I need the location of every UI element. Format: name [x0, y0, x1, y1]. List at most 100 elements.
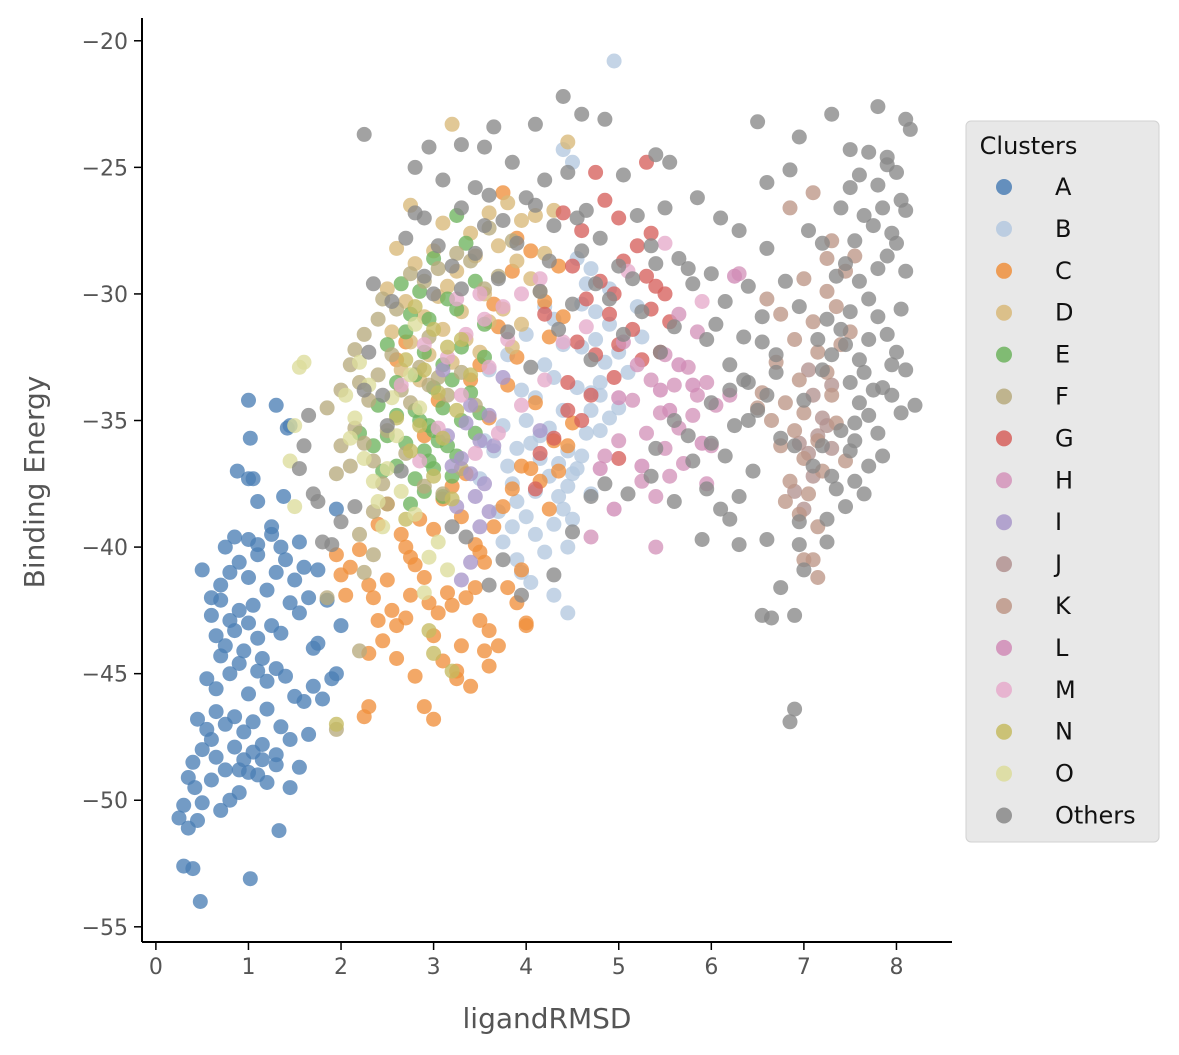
data-point	[444, 519, 460, 535]
legend-item: H	[996, 466, 1073, 494]
data-point	[722, 511, 738, 527]
data-point	[435, 362, 451, 378]
legend-item: N	[996, 718, 1073, 746]
data-point	[833, 321, 849, 337]
x-tick-label: 1	[241, 955, 255, 980]
x-tick-label: 0	[149, 955, 163, 980]
data-point	[828, 299, 844, 315]
legend-marker	[996, 262, 1012, 279]
data-point	[301, 726, 317, 742]
data-point	[486, 438, 502, 454]
data-point	[315, 691, 330, 707]
data-point	[796, 271, 812, 287]
data-point	[796, 405, 812, 421]
data-point	[514, 397, 529, 413]
series-o	[282, 316, 455, 601]
data-point	[787, 701, 803, 717]
data-point	[227, 709, 243, 725]
data-point	[296, 438, 312, 454]
data-point	[222, 666, 238, 682]
data-point	[578, 291, 594, 307]
data-point	[777, 395, 793, 411]
data-point	[430, 534, 446, 550]
data-point	[523, 243, 539, 259]
data-point	[370, 311, 386, 327]
data-point	[768, 364, 784, 380]
data-point	[291, 605, 307, 621]
data-point	[500, 458, 516, 474]
data-point	[884, 357, 900, 373]
data-point	[296, 354, 312, 370]
data-point	[588, 304, 604, 320]
data-point	[407, 159, 423, 175]
x-axis-label: ligandRMSD	[463, 1002, 632, 1035]
data-point	[328, 501, 344, 517]
data-point	[393, 526, 409, 542]
data-point	[185, 754, 201, 770]
data-point	[208, 628, 224, 644]
data-point	[227, 623, 243, 639]
data-point	[865, 218, 881, 234]
data-point	[259, 582, 275, 598]
data-point	[356, 451, 372, 466]
data-point	[365, 473, 381, 489]
data-point	[801, 362, 816, 378]
data-point	[264, 519, 280, 535]
data-point	[241, 615, 256, 631]
data-point	[759, 175, 775, 190]
data-point	[416, 570, 432, 585]
legend-item: F	[996, 383, 1069, 411]
data-point	[213, 802, 229, 818]
data-point	[523, 575, 539, 590]
data-point	[537, 172, 553, 188]
y-tick-label: −55	[82, 916, 128, 941]
data-point	[791, 129, 807, 145]
data-point	[278, 668, 293, 684]
data-point	[398, 352, 414, 368]
data-point	[574, 243, 590, 259]
data-point	[187, 780, 203, 796]
data-point	[245, 714, 261, 730]
data-point	[851, 273, 867, 289]
data-point	[495, 534, 511, 550]
data-point	[801, 223, 816, 239]
data-point	[440, 585, 455, 601]
data-point	[379, 461, 395, 477]
data-point	[495, 213, 511, 228]
data-point	[648, 147, 664, 163]
data-point	[574, 223, 590, 239]
data-point	[833, 423, 849, 439]
data-point	[578, 319, 594, 335]
data-point	[810, 570, 826, 585]
data-point	[814, 438, 830, 454]
data-point	[319, 400, 335, 416]
data-point	[477, 311, 492, 327]
data-point	[657, 235, 673, 251]
data-point	[615, 167, 631, 183]
data-point	[879, 149, 895, 165]
data-point	[463, 678, 479, 694]
data-point	[365, 547, 381, 563]
series-others	[291, 89, 923, 730]
data-point	[389, 240, 405, 256]
data-point	[777, 273, 793, 289]
data-point	[495, 552, 511, 568]
data-point	[634, 304, 650, 320]
data-point	[782, 714, 798, 730]
data-point	[870, 177, 886, 193]
x-tick-label: 3	[427, 955, 441, 980]
data-point	[245, 597, 261, 613]
data-point	[472, 544, 488, 560]
data-point	[254, 737, 270, 752]
data-point	[370, 613, 386, 628]
data-point	[759, 291, 775, 307]
data-point	[828, 481, 844, 497]
legend-marker	[996, 556, 1012, 573]
data-point	[416, 337, 432, 353]
data-point	[870, 261, 886, 277]
data-point	[861, 458, 877, 474]
data-point	[847, 233, 863, 249]
data-point	[838, 256, 853, 272]
data-point	[241, 570, 256, 585]
data-point	[194, 562, 210, 578]
